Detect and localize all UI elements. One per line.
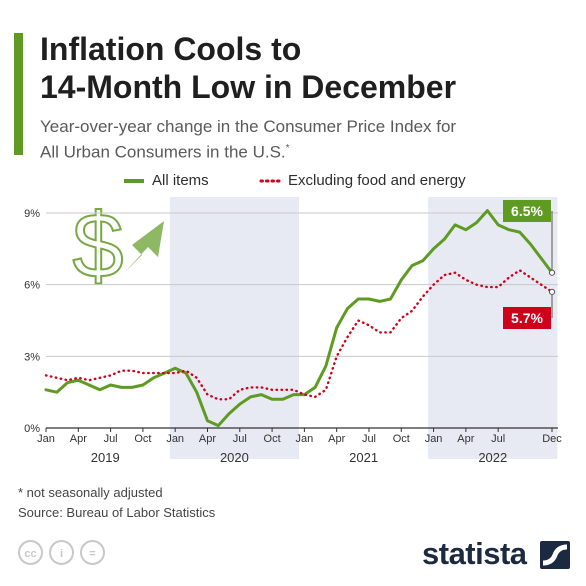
y-tick-label-2: 6% xyxy=(24,280,40,292)
year-label-2022: 2022 xyxy=(478,450,507,465)
x-tick-label-11: Oct xyxy=(393,433,410,445)
subtitle-line-2: All Urban Consumers in the U.S.* xyxy=(40,138,570,164)
x-tick-label-5: Apr xyxy=(199,433,216,445)
chart-title: Inflation Cools to 14-Month Low in Decem… xyxy=(40,30,570,106)
end-marker-1 xyxy=(548,288,556,295)
x-tick-label-6: Jul xyxy=(233,433,247,445)
year-label-2020: 2020 xyxy=(220,450,249,465)
statista-logo-mark-icon xyxy=(540,541,570,569)
annotation-label-0: 6.5% xyxy=(511,203,543,219)
annotation-box-0 xyxy=(503,200,551,222)
x-tick-label-3: Oct xyxy=(134,433,151,445)
title-line-2: 14-Month Low in December xyxy=(40,69,457,105)
x-tick-label-8: Jan xyxy=(296,433,314,445)
legend-item-all-items: All items xyxy=(122,170,209,192)
legend-item-core: Excluding food and energy xyxy=(258,170,466,192)
annotation-label-1: 5.7% xyxy=(511,310,543,326)
source-note: Source: Bureau of Labor Statistics xyxy=(18,505,216,520)
x-tick-label-2: Jul xyxy=(104,433,118,445)
legend-swatch-all-items xyxy=(124,179,144,183)
series-core xyxy=(44,269,554,401)
subtitle-line-1: Year-over-year change in the Consumer Pr… xyxy=(40,117,457,136)
x-tick-label-13: Apr xyxy=(457,433,474,445)
x-tick-label-15: Dec xyxy=(542,433,562,445)
x-tick-label-4: Jan xyxy=(166,433,184,445)
x-tick-label-1: Apr xyxy=(70,433,87,445)
y-tick-label-0: 0% xyxy=(24,423,40,435)
subtitle-footnote-mark: * xyxy=(285,143,290,154)
annotation-box-1 xyxy=(503,307,551,329)
legend-label-core: Excluding food and energy xyxy=(288,172,466,189)
chart-subtitle: Year-over-year change in the Consumer Pr… xyxy=(40,116,570,164)
series-line-core xyxy=(44,269,554,401)
year-label-2019: 2019 xyxy=(91,450,120,465)
subtitle-line-2-text: All Urban Consumers in the U.S. xyxy=(40,142,286,162)
no-derivatives-icon[interactable]: = xyxy=(80,540,105,565)
statista-logo[interactable]: statista xyxy=(422,536,527,571)
title-line-1: Inflation Cools to xyxy=(40,31,302,67)
x-tick-label-12: Jan xyxy=(425,433,443,445)
footnote: * not seasonally adjusted xyxy=(18,485,163,500)
end-marker-0 xyxy=(548,269,556,276)
x-tick-label-10: Jul xyxy=(362,433,376,445)
x-tick-label-0: Jan xyxy=(37,433,55,445)
legend-swatch-core xyxy=(259,179,283,183)
x-tick-label-7: Oct xyxy=(264,433,281,445)
legend-label-all-items: All items xyxy=(152,172,209,189)
y-tick-label-3: 9% xyxy=(24,208,40,220)
line-chart: $0% 3% 6% 9% Jan Apr Jul Oct Jan Apr Jul Oct Jan Apr J… xyxy=(24,195,562,465)
series-line-all-items xyxy=(44,209,554,428)
dollar-icon: $ xyxy=(72,195,123,297)
accent-bar xyxy=(14,33,23,155)
x-tick-label-9: Apr xyxy=(328,433,345,445)
series-all-items xyxy=(44,209,554,428)
x-tick-label-14: Jul xyxy=(491,433,505,445)
year-shade-0 xyxy=(169,197,299,459)
year-label-2021: 2021 xyxy=(349,450,378,465)
up-arrow-icon xyxy=(118,221,164,279)
chart-legend: All items Excluding food and energy xyxy=(0,170,586,192)
y-tick-label-1: 3% xyxy=(24,351,40,363)
cc-icon[interactable]: cc xyxy=(18,540,43,565)
attribution-icon[interactable]: i xyxy=(49,540,74,565)
